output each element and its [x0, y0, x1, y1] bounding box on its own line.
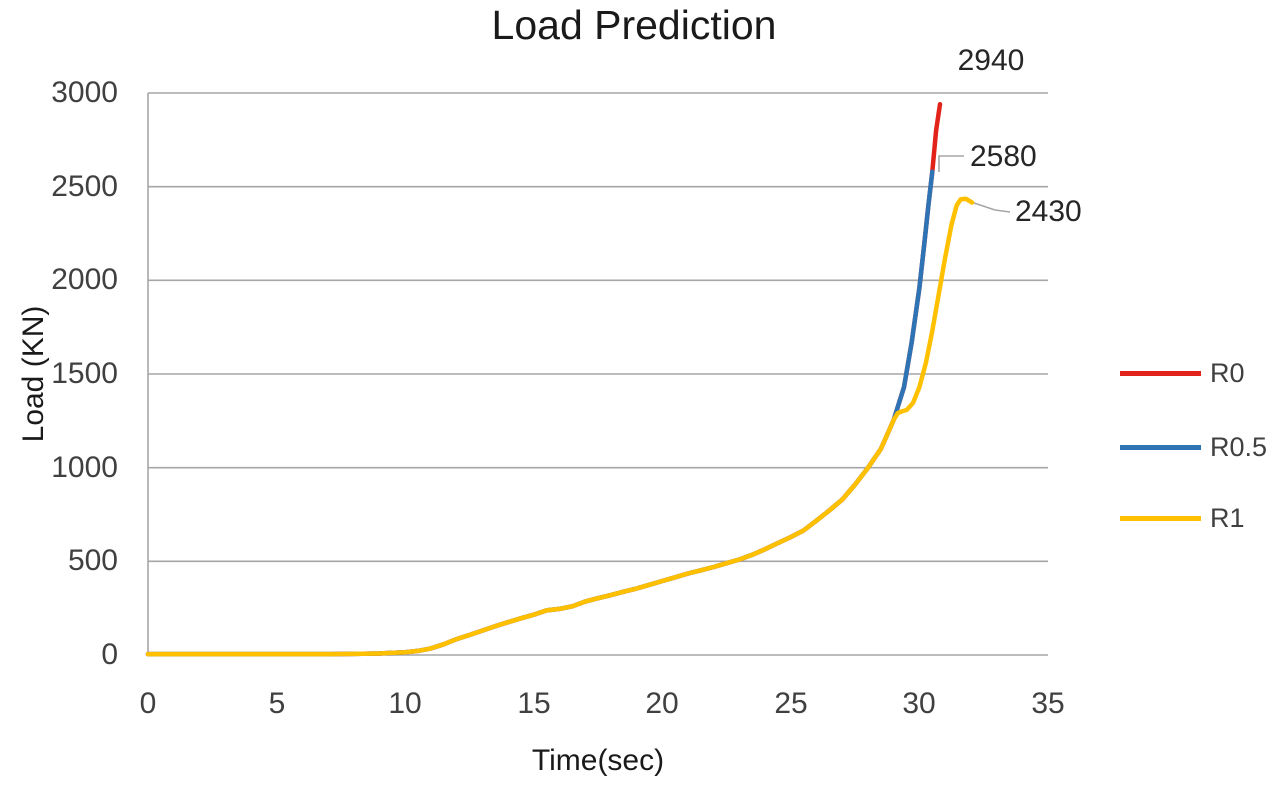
x-axis-title: Time(sec): [531, 744, 665, 777]
y-tick-2500: 2500: [51, 170, 118, 203]
legend-swatch-r0: [1120, 370, 1201, 376]
x-tick-10: 10: [388, 687, 422, 720]
series-lines: [145, 101, 975, 657]
legend-item-r0: R0: [1120, 357, 1245, 388]
x-tick-25: 25: [774, 687, 808, 720]
legend-item-r0-5: R0.5: [1120, 431, 1268, 462]
y-tick-2000: 2000: [51, 263, 118, 296]
x-tick-20: 20: [645, 687, 679, 720]
legend-item-r1: R1: [1120, 502, 1245, 533]
series-line-r1: [145, 196, 975, 657]
leader-line-2580: [938, 155, 964, 172]
x-tick-15: 15: [517, 687, 551, 720]
legend-label-r1: R1: [1210, 502, 1245, 533]
x-tick-35: 35: [1031, 687, 1065, 720]
data-label-r0: 2940: [957, 44, 1025, 77]
x-tick-0: 0: [139, 687, 157, 720]
x-tick-5: 5: [268, 687, 286, 720]
legend-swatch-r1: [1120, 515, 1201, 521]
legend-label-r0: R0: [1210, 357, 1245, 388]
y-tick-3000: 3000: [51, 76, 118, 109]
y-tick-500: 500: [67, 544, 118, 577]
legend-swatch-r0-5: [1120, 444, 1201, 450]
y-tick-1000: 1000: [51, 451, 118, 484]
series-line-r0-5: [145, 169, 935, 657]
data-label-r1: 2430: [1015, 195, 1082, 228]
x-tick-30: 30: [902, 687, 936, 720]
data-label-r0-5: 2580: [970, 140, 1037, 173]
chart-title: Load Prediction: [491, 2, 777, 48]
leader-line-2430: [973, 202, 1011, 213]
legend-label-r0-5: R0.5: [1210, 431, 1268, 462]
y-tick-1500: 1500: [51, 357, 118, 390]
y-tick-0: 0: [101, 638, 118, 671]
gridlines: [148, 92, 1048, 656]
